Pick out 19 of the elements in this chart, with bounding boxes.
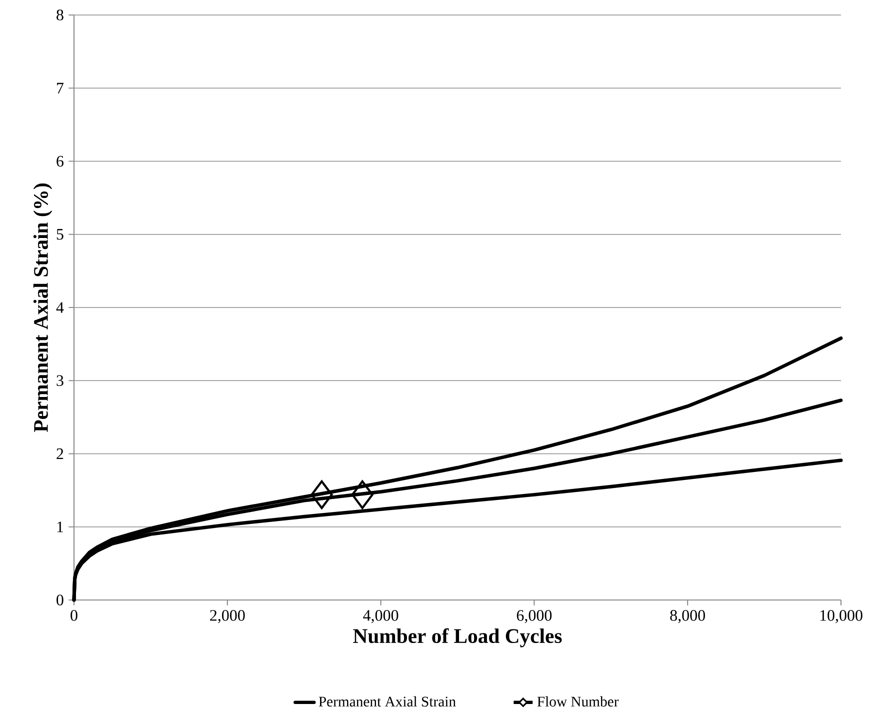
y-tick-label: 6 [56,156,64,167]
legend-label: Flow Number [537,696,619,707]
x-tick-label: 8,000 [670,610,705,624]
x-tick-label: 2,000 [210,610,245,624]
y-tick-label: 3 [56,375,64,386]
y-axis-title: Permanent Axial Strain (%) [33,184,52,432]
y-tick-label: 8 [56,10,64,20]
x-tick-label: 10,000 [820,610,862,624]
y-tick-label: 2 [56,448,64,460]
x-tick-label: 6,000 [516,610,552,624]
y-tick-label: 1 [57,522,64,532]
legend-label: Permanent Axial Strain [318,696,456,707]
x-tick-label: 0 [70,610,78,621]
x-tick-label: 4,000 [363,610,398,624]
x-axis-title: Number of Load Cycles [353,628,562,648]
y-tick-label: 0 [56,594,64,606]
y-tick-label: 4 [56,302,64,313]
y-tick-label: 5 [56,229,64,240]
y-tick-label: 7 [57,82,64,94]
